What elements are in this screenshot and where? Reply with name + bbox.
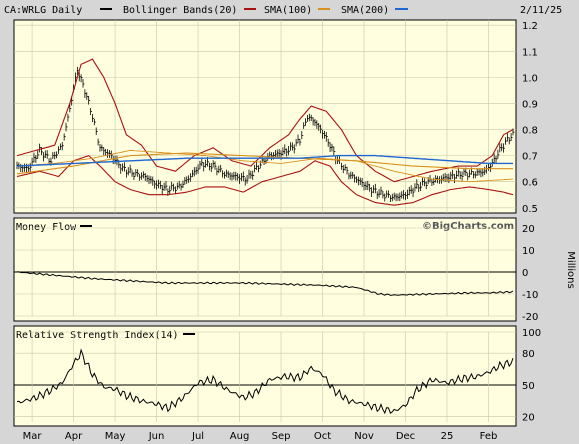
price-y-axis: 1.2 1.1 1.0 0.9 0.8 0.7 0.6 0.5 bbox=[522, 21, 538, 215]
x-tick-label: Oct bbox=[314, 431, 331, 442]
y-tick-label: 20 bbox=[522, 224, 535, 235]
x-tick-label: 25 bbox=[441, 431, 454, 442]
money-flow-y-axis: 20 10 0 -10 -20 bbox=[522, 224, 538, 323]
rsi-series bbox=[16, 348, 514, 415]
price-series bbox=[16, 58, 515, 206]
x-tick-label: Nov bbox=[354, 431, 374, 442]
sma-blue-line bbox=[16, 154, 513, 167]
y-tick-label: 1.0 bbox=[522, 73, 538, 84]
x-tick-label: Sep bbox=[272, 431, 291, 442]
y-tick-label: 80 bbox=[522, 349, 535, 360]
sma100-line bbox=[16, 149, 514, 183]
x-tick-label: Aug bbox=[230, 431, 250, 442]
y-tick-label: 10 bbox=[522, 246, 535, 257]
y-tick-label: -20 bbox=[522, 312, 538, 323]
money-flow-panel bbox=[13, 217, 517, 322]
y-tick-label: 0.9 bbox=[522, 99, 538, 110]
x-tick-label: Apr bbox=[65, 431, 83, 442]
x-tick-label: May bbox=[105, 431, 126, 442]
money-flow-line bbox=[16, 271, 514, 296]
symbol-label: CA:WRLG Daily bbox=[4, 5, 82, 16]
sma200-legend-label: SMA(200) bbox=[341, 5, 389, 16]
x-axis: Mar Apr May Jun Jul Aug Sep Oct Nov Dec 25 Feb bbox=[23, 431, 498, 442]
y-tick-label: 0.8 bbox=[522, 126, 538, 137]
rsi-title: Relative Strength Index(14) bbox=[16, 330, 179, 341]
bollinger-lower-line bbox=[16, 154, 514, 206]
y-tick-label: 0.6 bbox=[522, 178, 538, 189]
y-tick-label: -10 bbox=[522, 290, 538, 301]
rsi-line bbox=[16, 348, 514, 415]
y-tick-label: 0 bbox=[522, 268, 528, 279]
x-tick-label: Dec bbox=[396, 431, 415, 442]
bollinger-legend-label: Bollinger Bands(20) bbox=[123, 5, 237, 16]
x-tick-label: Mar bbox=[23, 431, 43, 442]
y-tick-label: 100 bbox=[522, 328, 541, 339]
watermark: ©BigCharts.com bbox=[422, 221, 514, 232]
y-tick-label: 1.1 bbox=[522, 47, 538, 58]
y-tick-label: 20 bbox=[522, 413, 535, 424]
y-tick-label: 0.7 bbox=[522, 152, 538, 163]
y-tick-label: 0.5 bbox=[522, 204, 538, 215]
x-tick-label: Jun bbox=[148, 431, 165, 442]
money-flow-ylabel: Millions bbox=[565, 251, 576, 288]
sma200-line bbox=[16, 152, 513, 175]
rsi-y-axis: 100 80 50 20 bbox=[522, 328, 541, 424]
date-label: 2/11/25 bbox=[520, 5, 562, 16]
y-tick-label: 1.2 bbox=[522, 21, 538, 32]
x-tick-label: Jul bbox=[191, 431, 204, 442]
sma100-legend-label: SMA(100) bbox=[264, 5, 312, 16]
money-flow-series bbox=[16, 271, 514, 296]
rsi-panel bbox=[13, 325, 517, 427]
rsi-gridlines bbox=[14, 331, 516, 422]
y-tick-label: 50 bbox=[522, 381, 535, 392]
money-flow-title: Money Flow bbox=[16, 222, 77, 233]
x-tick-label: Feb bbox=[480, 431, 498, 442]
bollinger-upper-line bbox=[16, 58, 514, 183]
price-panel bbox=[13, 19, 517, 214]
